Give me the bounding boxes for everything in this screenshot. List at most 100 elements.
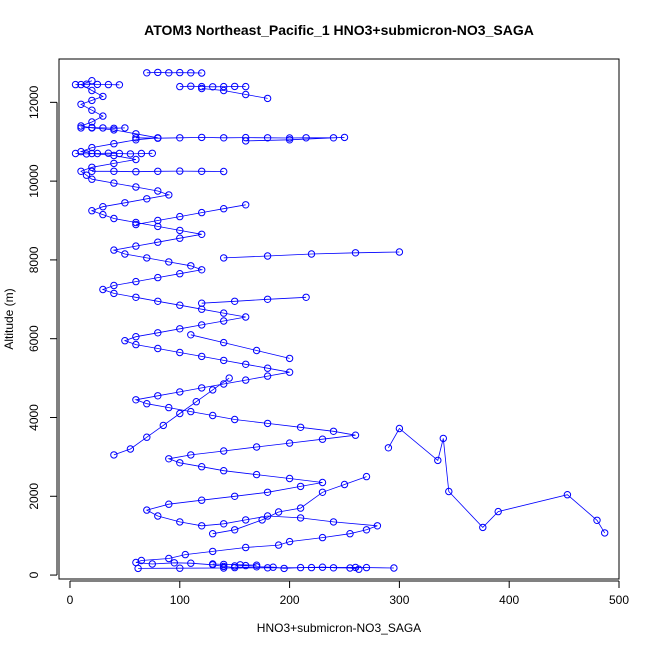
data-point (154, 68, 162, 77)
data-point (154, 216, 162, 225)
data-point (242, 90, 250, 99)
data-point (99, 112, 107, 120)
data-point (242, 313, 250, 321)
data-point (209, 386, 217, 394)
data-point (242, 201, 250, 209)
data-point (390, 564, 398, 572)
data-point (220, 86, 228, 95)
data-point (82, 150, 91, 158)
data-point (263, 134, 272, 142)
data-point (263, 295, 272, 303)
data-point (82, 171, 91, 179)
data-point (71, 149, 80, 158)
data-point (274, 541, 283, 549)
data-point (198, 522, 206, 530)
data-point (132, 242, 140, 250)
data-point (220, 254, 228, 262)
data-point (340, 133, 349, 142)
data-point (220, 467, 228, 475)
data-point (143, 506, 151, 514)
data-point (88, 175, 96, 183)
data-point (104, 80, 113, 89)
data-point (132, 293, 140, 301)
data-point (242, 82, 250, 91)
data-point (176, 270, 184, 278)
data-point (318, 533, 327, 542)
data-point (351, 249, 360, 257)
series-line (135, 204, 246, 225)
data-point (220, 134, 228, 142)
data-point (242, 137, 250, 145)
y-axis-label: Altitude (m) (2, 288, 16, 349)
data-point (88, 167, 96, 176)
data-point (258, 516, 266, 524)
data-point (99, 92, 107, 101)
data-point (187, 407, 195, 416)
data-point (209, 547, 217, 556)
data-point (236, 561, 244, 569)
series-line (80, 127, 125, 129)
data-point (220, 205, 228, 213)
data-point (434, 456, 442, 465)
data-point (88, 123, 96, 132)
data-point (351, 563, 360, 572)
data-point (220, 82, 228, 91)
data-point (285, 474, 294, 483)
x-axis: 0 100 200 300 400 500 (67, 580, 629, 607)
data-point (77, 100, 85, 109)
data-point (307, 250, 316, 258)
data-point (601, 529, 609, 537)
data-point (143, 69, 151, 77)
data-point (132, 220, 140, 229)
data-point (494, 507, 502, 516)
y-tick-label: 2000 (27, 483, 41, 510)
data-point (154, 222, 162, 231)
data-point (439, 434, 447, 443)
data-point (252, 561, 261, 569)
data-point (137, 149, 146, 158)
data-point (82, 80, 91, 88)
data-point (126, 445, 135, 453)
data-point (99, 285, 107, 294)
data-point (346, 530, 354, 538)
data-point (220, 520, 228, 528)
y-tick-label: 8000 (27, 246, 41, 273)
data-point (154, 273, 162, 282)
data-point (181, 550, 190, 559)
data-point (176, 459, 184, 467)
data-point (263, 364, 272, 372)
data-point (110, 159, 118, 168)
data-point (445, 487, 453, 496)
data-point (231, 415, 239, 424)
data-point (110, 246, 118, 254)
data-point (77, 167, 85, 176)
data-point (88, 118, 96, 126)
y-tick-label: 12000 (27, 85, 41, 119)
data-point (170, 559, 179, 567)
series-line (212, 476, 367, 535)
data-point (148, 149, 157, 158)
data-point (296, 514, 305, 522)
data-point (165, 500, 173, 508)
data-point (285, 354, 294, 363)
data-point (154, 297, 162, 305)
data-point (137, 556, 146, 565)
data-point (263, 94, 272, 103)
data-point (242, 516, 250, 524)
data-point (318, 488, 327, 496)
data-point (198, 352, 206, 361)
data-point (296, 504, 305, 512)
data-point (209, 560, 217, 568)
data-point (285, 368, 294, 376)
data-point (209, 83, 217, 91)
data-point (154, 238, 162, 246)
data-point (176, 134, 184, 142)
data-point (231, 562, 239, 570)
data-point (104, 149, 113, 157)
data-point (269, 563, 277, 571)
data-point (302, 134, 310, 142)
data-point (165, 191, 173, 199)
data-point (88, 163, 96, 172)
series-line (201, 88, 268, 99)
data-point (198, 133, 206, 142)
